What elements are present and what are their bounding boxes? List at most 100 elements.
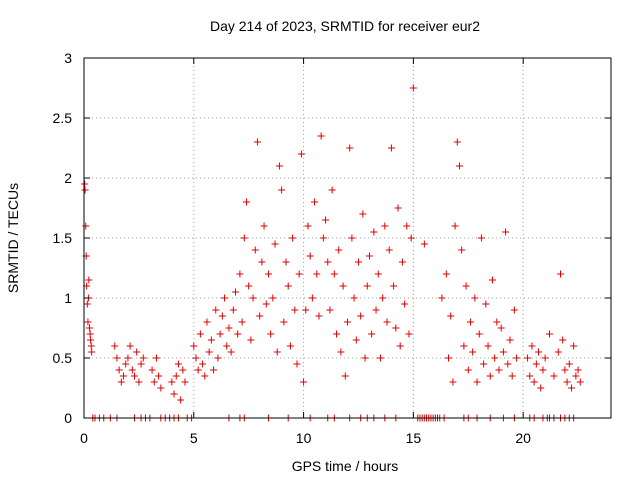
data-point (466, 318, 474, 326)
data-point (88, 348, 96, 356)
data-point (567, 384, 575, 392)
data-point (210, 366, 218, 374)
data-point (232, 288, 240, 296)
data-point (535, 348, 543, 356)
data-point (576, 378, 584, 386)
data-point (449, 378, 457, 386)
x-tick-label: 5 (190, 430, 198, 446)
data-point (572, 372, 580, 380)
data-point (150, 378, 158, 386)
data-point (275, 162, 283, 170)
data-point (225, 324, 233, 332)
data-point (365, 252, 373, 260)
data-point (370, 228, 378, 236)
data-point (273, 348, 281, 356)
data-point (284, 282, 292, 290)
data-point (339, 282, 347, 290)
data-point (218, 312, 226, 320)
data-point (383, 318, 391, 326)
data-point (289, 234, 297, 242)
x-tick-label: 20 (515, 430, 531, 446)
data-point (324, 258, 332, 266)
data-point (267, 330, 275, 338)
point-layer (81, 84, 584, 422)
data-point (469, 348, 477, 356)
data-point (124, 354, 132, 362)
data-point (133, 348, 141, 356)
data-point (374, 270, 382, 278)
y-tick-label: 2 (64, 170, 72, 186)
data-point (122, 360, 130, 368)
data-point (297, 150, 305, 158)
data-point (330, 270, 338, 278)
data-point (333, 330, 341, 338)
data-point (491, 354, 499, 362)
data-point (81, 186, 89, 194)
data-point (499, 348, 507, 356)
data-point (376, 354, 384, 362)
data-point (539, 366, 547, 374)
data-point (447, 312, 455, 320)
data-point (168, 378, 176, 386)
data-point (462, 282, 470, 290)
data-point (344, 318, 351, 326)
data-point (574, 366, 582, 374)
data-point (280, 318, 288, 326)
data-point (341, 372, 349, 380)
data-point (155, 372, 163, 380)
data-point (352, 336, 360, 344)
data-point (271, 240, 279, 248)
data-point (405, 330, 413, 338)
data-point (398, 258, 406, 266)
data-point (379, 294, 387, 302)
data-point (256, 312, 264, 320)
data-point (300, 378, 308, 386)
data-point (409, 84, 417, 92)
data-point (139, 354, 147, 362)
data-point (240, 234, 248, 242)
data-point (497, 324, 505, 332)
data-point (451, 222, 459, 230)
data-point (363, 282, 371, 290)
data-point (179, 366, 187, 374)
data-point (236, 270, 244, 278)
data-point (350, 294, 358, 302)
data-point (328, 186, 336, 194)
data-point (317, 132, 325, 140)
data-point (335, 246, 343, 254)
data-point (293, 360, 301, 368)
data-point (480, 360, 488, 368)
data-point (249, 294, 257, 302)
data-point (137, 360, 145, 368)
data-point (199, 360, 207, 368)
data-point (559, 336, 567, 344)
data-point (361, 354, 369, 362)
data-point (207, 336, 215, 344)
data-point (484, 342, 492, 350)
data-point (111, 342, 119, 350)
data-point (471, 294, 479, 302)
data-point (554, 348, 562, 356)
data-point (537, 384, 545, 392)
data-point (87, 342, 95, 350)
data-point (381, 222, 389, 230)
data-point (264, 270, 272, 278)
data-point (396, 342, 404, 350)
data-point (120, 372, 128, 380)
data-point (205, 348, 213, 356)
data-point (504, 360, 512, 368)
data-point (385, 246, 393, 254)
data-point (530, 378, 538, 386)
y-tick-label: 1.5 (53, 230, 73, 246)
data-point (192, 354, 200, 362)
data-point (253, 138, 261, 146)
data-point (278, 186, 286, 194)
y-tick-label: 3 (64, 50, 72, 66)
data-point (453, 138, 461, 146)
data-point (407, 234, 415, 242)
data-point (221, 294, 229, 302)
data-point (196, 330, 204, 338)
data-point (229, 306, 237, 314)
